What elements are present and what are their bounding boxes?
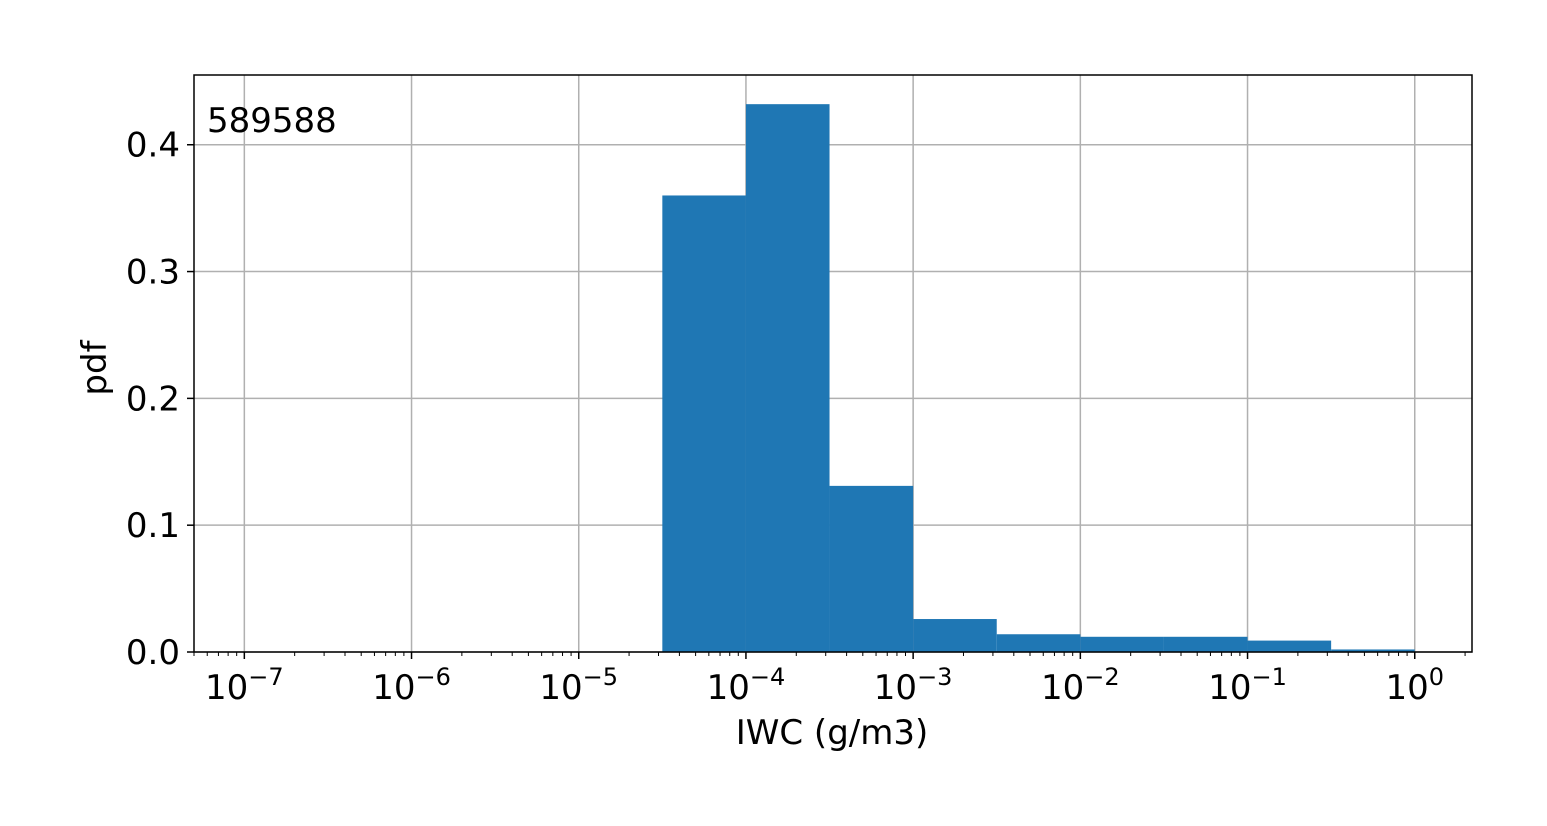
- x-tick-label: 10−4: [707, 663, 786, 708]
- histogram-bar: [829, 485, 914, 652]
- histogram-bar: [662, 195, 746, 652]
- x-tick-label: 10−1: [1208, 663, 1287, 708]
- histogram-bar: [1163, 636, 1248, 652]
- histogram-bar: [996, 634, 1081, 652]
- y-tick-label: 0.2: [126, 379, 180, 419]
- x-axis-label: IWC (g/m3): [736, 713, 929, 753]
- x-tick-label: 10−7: [205, 663, 284, 708]
- histogram-bar: [913, 619, 997, 652]
- y-tick-label: 0.1: [126, 506, 180, 546]
- x-tick-label: 10−6: [372, 663, 451, 708]
- plot-frame: [193, 74, 1473, 653]
- histogram-bar: [1080, 636, 1164, 652]
- y-tick-label: 0.0: [126, 633, 180, 673]
- y-tick-label: 0.4: [126, 126, 180, 166]
- axis-ticks: [187, 143, 1466, 659]
- histogram-bars: [662, 104, 1415, 652]
- x-tick-label: 10−2: [1041, 663, 1120, 708]
- histogram-bar: [745, 104, 830, 652]
- tick-labels: 10−7 10−6 10−5 10−4 10−3 10−2 10−1 100 0.0 0.1 0.2…: [126, 126, 1444, 708]
- x-tick-label: 10−3: [874, 663, 953, 708]
- sample-count-annotation: 589588: [207, 101, 337, 141]
- x-tick-label: 100: [1385, 663, 1444, 708]
- histogram-bar: [1331, 649, 1415, 652]
- y-axis-label: pdf: [75, 339, 115, 395]
- y-tick-label: 0.3: [126, 253, 180, 293]
- histogram-bar: [1247, 640, 1332, 652]
- x-tick-label: 10−5: [539, 663, 618, 708]
